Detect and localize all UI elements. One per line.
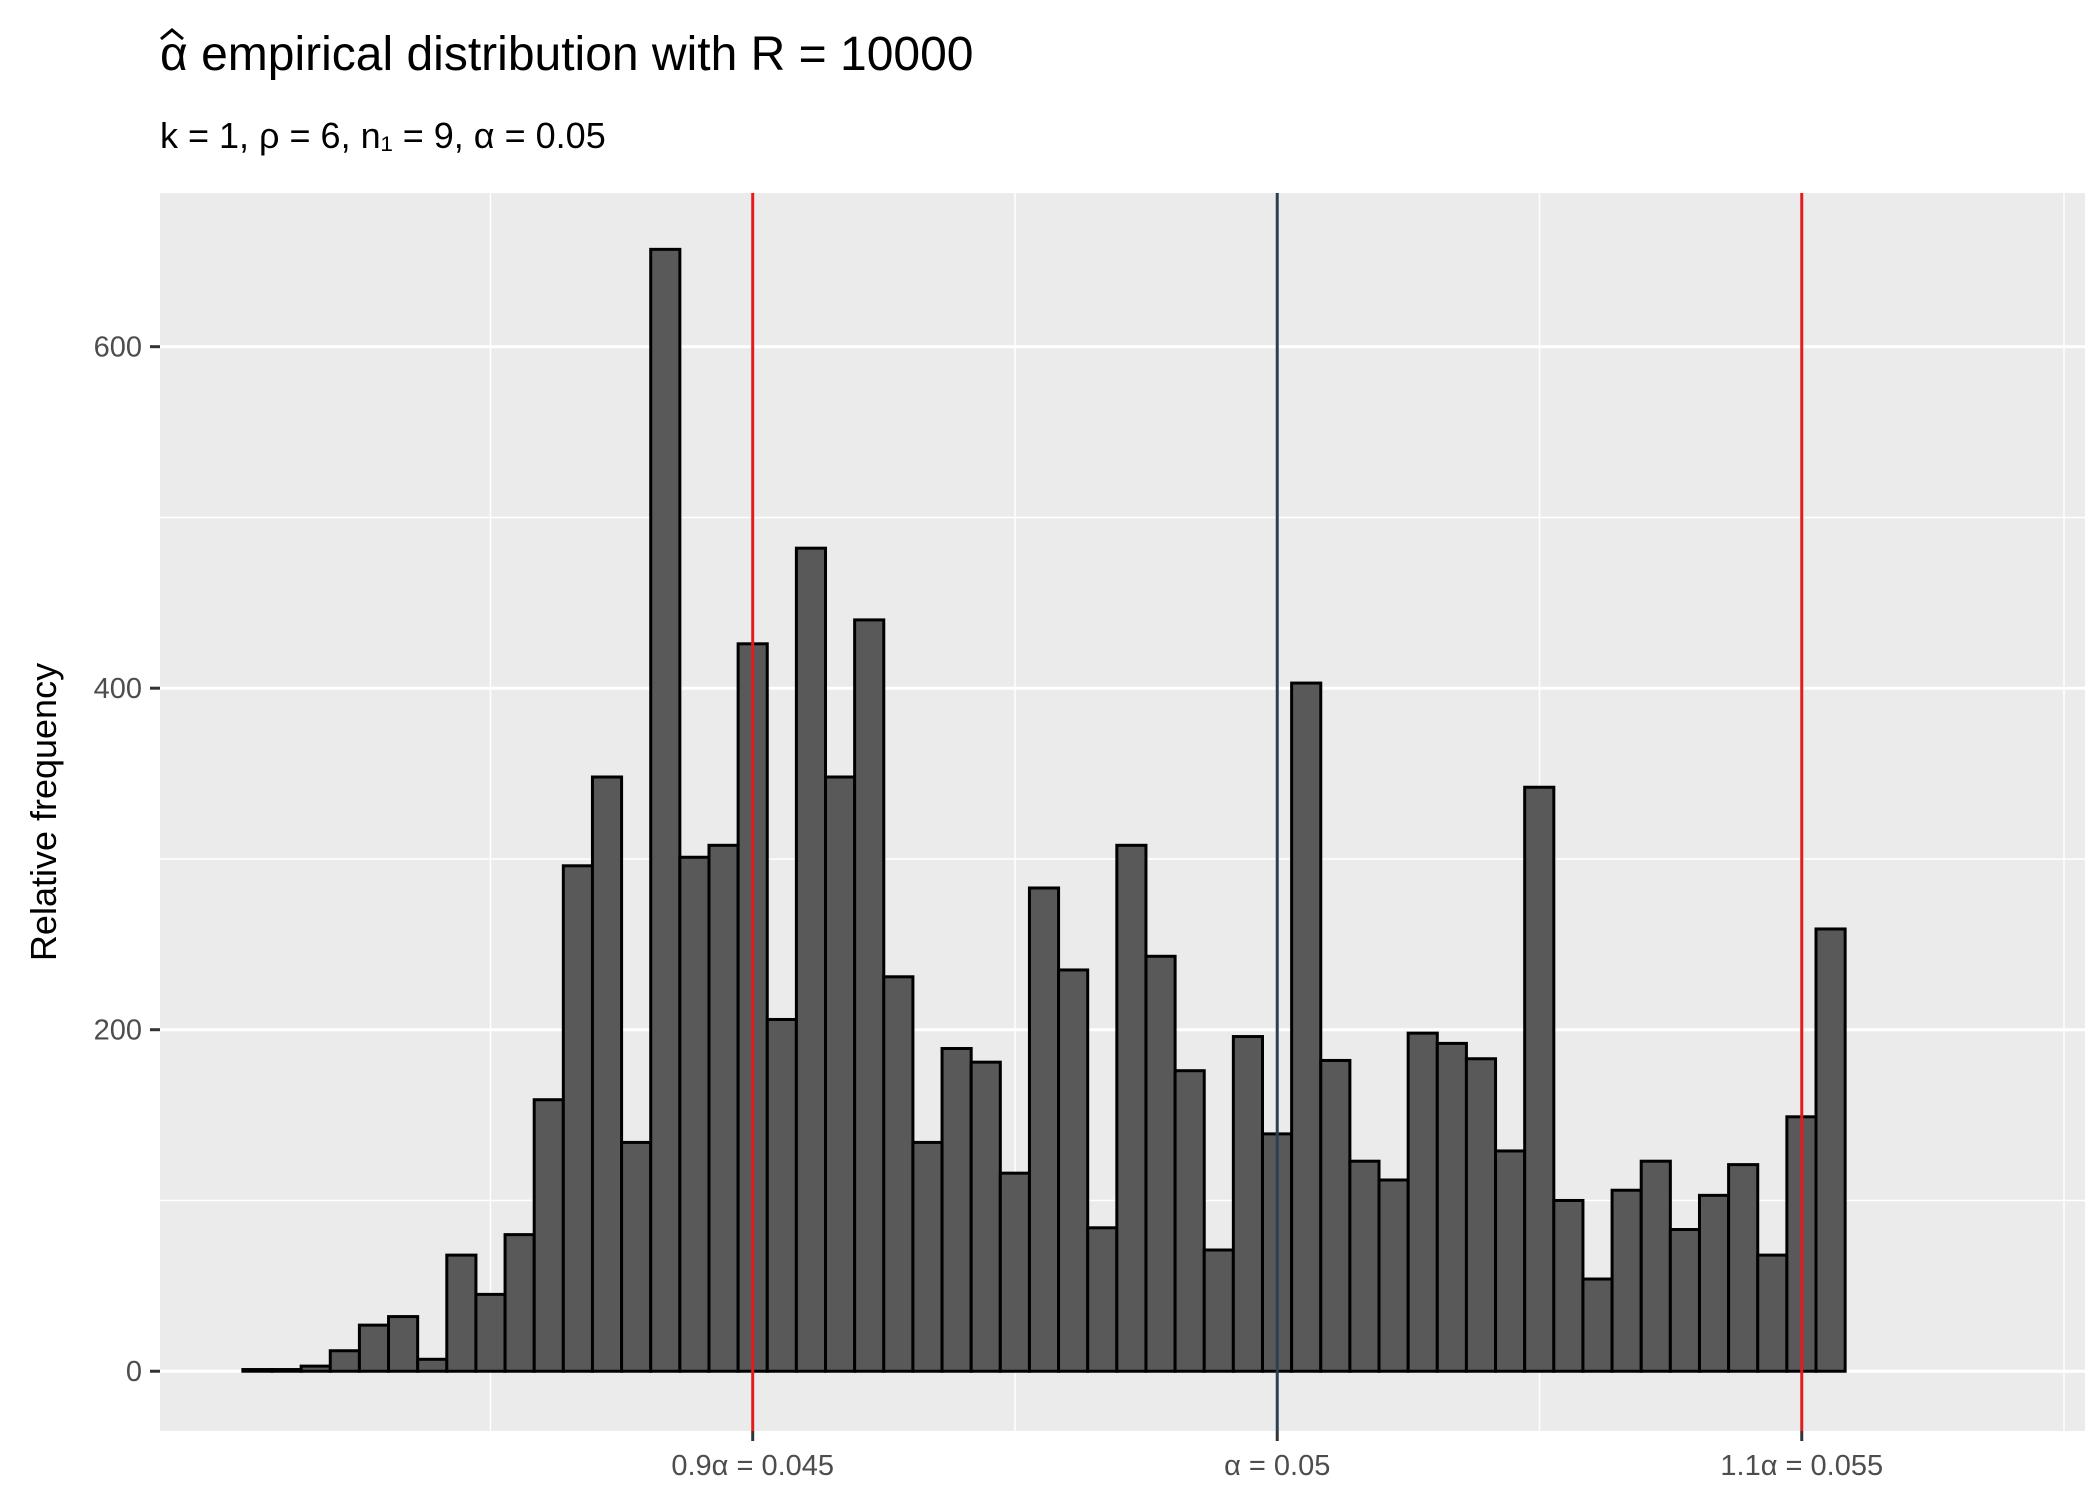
histogram-bar bbox=[1697, 1193, 1731, 1373]
histogram-bar bbox=[241, 1368, 274, 1373]
x-tick-label: α = 0.05 bbox=[1224, 1450, 1330, 1482]
histogram-bar bbox=[1086, 1226, 1119, 1373]
histogram-bar bbox=[270, 1368, 303, 1373]
y-tick-label: 400 bbox=[94, 673, 142, 705]
histogram-bar bbox=[1814, 927, 1847, 1373]
histogram-bar bbox=[1494, 1149, 1527, 1373]
x-tick-label: 0.9α = 0.045 bbox=[671, 1450, 834, 1482]
histogram-bar bbox=[649, 247, 682, 1373]
histogram-bar bbox=[387, 1315, 420, 1373]
histogram-bar bbox=[1523, 785, 1556, 1373]
histogram-bar bbox=[824, 775, 857, 1373]
histogram-bar bbox=[969, 1060, 1002, 1373]
y-axis-title: Relative frequency bbox=[23, 663, 64, 961]
histogram-bar bbox=[1173, 1069, 1206, 1373]
chart-title: α empirical distribution with R = 10000 bbox=[160, 28, 973, 81]
histogram-bar bbox=[940, 1047, 973, 1373]
y-tick-label: 0 bbox=[126, 1356, 142, 1388]
histogram-bars bbox=[241, 247, 1847, 1373]
histogram-bar bbox=[474, 1292, 507, 1373]
histogram-bar bbox=[1464, 1057, 1498, 1373]
histogram-bar bbox=[1406, 1031, 1439, 1373]
histogram-bar bbox=[1610, 1188, 1643, 1373]
title-text: empirical distribution with R = 10000 bbox=[188, 28, 974, 81]
histogram-bar bbox=[503, 1233, 536, 1373]
histogram-bar bbox=[678, 855, 711, 1373]
reference-lines bbox=[751, 193, 1804, 1431]
histogram-bar bbox=[1202, 1248, 1235, 1373]
histogram-bar bbox=[765, 1017, 798, 1373]
histogram-bar bbox=[299, 1364, 332, 1373]
histogram-bar bbox=[1115, 843, 1148, 1373]
histogram-bar bbox=[416, 1357, 449, 1373]
histogram-bar bbox=[1668, 1228, 1701, 1373]
histogram-bar bbox=[1435, 1041, 1468, 1373]
y-tick-label: 600 bbox=[94, 332, 142, 364]
histogram-bar bbox=[357, 1323, 391, 1373]
histogram-bar bbox=[561, 864, 594, 1373]
histogram-bar bbox=[532, 1098, 565, 1373]
histogram-bar bbox=[882, 975, 915, 1373]
histogram-bar bbox=[853, 618, 886, 1373]
histogram-bar bbox=[1027, 886, 1061, 1373]
histogram-bar bbox=[794, 546, 828, 1373]
histogram-bar bbox=[1348, 1159, 1381, 1373]
histogram-bar bbox=[998, 1171, 1031, 1373]
histogram-bar bbox=[707, 843, 740, 1373]
histogram-bar bbox=[620, 1140, 653, 1373]
histogram-bar bbox=[1057, 968, 1090, 1373]
histogram-bar bbox=[1231, 1035, 1264, 1373]
histogram-bar bbox=[1727, 1163, 1760, 1373]
axes: 0 200 400 600 0.9α = 0.045 α = 0.05 1.1α = 0.0… bbox=[94, 332, 1883, 1482]
chart-subtitle: k = 1, ρ = 6, n₁ = 9, α = 0.05 bbox=[160, 115, 606, 156]
histogram-bar bbox=[328, 1349, 361, 1373]
title-hat-mark bbox=[160, 28, 184, 41]
histogram-bar bbox=[1639, 1159, 1672, 1373]
histogram-bar bbox=[590, 775, 624, 1373]
histogram-bar bbox=[1377, 1178, 1410, 1373]
histogram-bar bbox=[1552, 1198, 1585, 1373]
histogram-bar bbox=[1581, 1277, 1614, 1373]
x-tick-label: 1.1α = 0.055 bbox=[1720, 1450, 1883, 1482]
y-tick-label: 200 bbox=[94, 1015, 142, 1047]
histogram-bar bbox=[911, 1140, 944, 1373]
histogram-bar bbox=[1290, 681, 1323, 1373]
histogram-bar bbox=[1319, 1058, 1352, 1373]
histogram-bar bbox=[1144, 954, 1177, 1373]
histogram-bar bbox=[1756, 1253, 1789, 1373]
histogram-bar bbox=[445, 1253, 478, 1373]
